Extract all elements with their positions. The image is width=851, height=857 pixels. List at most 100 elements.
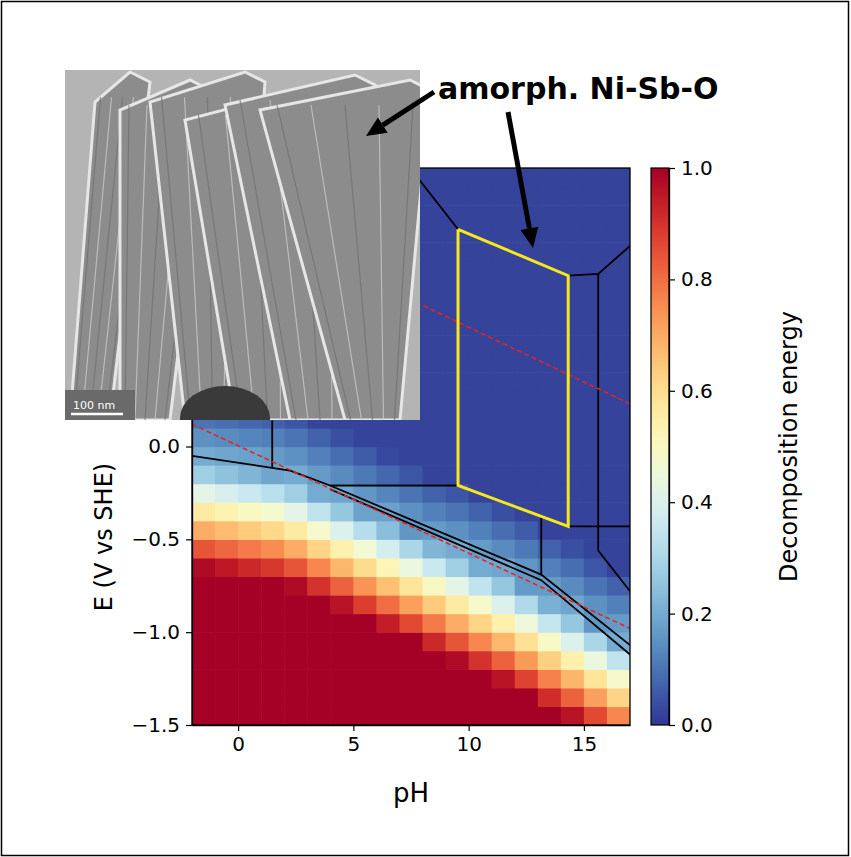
heatmap-cell [192, 632, 216, 651]
heatmap-cell [376, 428, 400, 447]
inset-streak [395, 105, 414, 420]
y-axis-title: E (V vs SHE) [90, 463, 118, 611]
heatmap-cell [399, 465, 423, 484]
heatmap-cell [446, 595, 470, 614]
heatmap-cell [538, 335, 562, 354]
heatmap-cell [607, 317, 630, 336]
heatmap-cell [376, 651, 400, 670]
heatmap-cell [607, 279, 630, 298]
heatmap-cell [469, 187, 493, 206]
heatmap-cell [284, 632, 308, 651]
heatmap-cell [307, 706, 331, 725]
heatmap-cell [561, 317, 585, 336]
heatmap-cell [353, 632, 377, 651]
heatmap-cell [261, 688, 285, 707]
heatmap-cell [399, 669, 423, 688]
heatmap-cell [353, 669, 377, 688]
heatmap-cell [215, 465, 239, 484]
heatmap-cell [492, 521, 516, 540]
inset-streak [162, 97, 191, 420]
heatmap-cell [515, 651, 539, 670]
heatmap-cell [238, 465, 262, 484]
heatmap-cell [238, 576, 262, 595]
heatmap-cell [307, 558, 331, 577]
heatmap-cell [584, 632, 608, 651]
heatmap-cell [307, 669, 331, 688]
boundary-line [540, 515, 542, 574]
heatmap-cell [584, 521, 608, 540]
heatmap-cell [515, 279, 539, 298]
heatmap-cell [330, 706, 354, 725]
heatmap-cell [561, 372, 585, 391]
inset-streak [345, 105, 373, 420]
heatmap-cell [515, 372, 539, 391]
heatmap-cell [423, 354, 447, 373]
heatmap-cell [423, 632, 447, 651]
heatmap-cell [538, 354, 562, 373]
inset-fiber [260, 80, 420, 420]
tick: −1.5 [131, 713, 192, 737]
heatmap-cell [538, 632, 562, 651]
heatmap-cell [561, 558, 585, 577]
heatmap-cell [238, 428, 262, 447]
inset-streak [82, 97, 112, 420]
heatmap-cell [284, 669, 308, 688]
heatmap-cell [515, 632, 539, 651]
heatmap-cell [215, 484, 239, 503]
heatmap-cell [469, 465, 493, 484]
boundary-line [192, 456, 630, 645]
tick: 1.0 [669, 156, 713, 180]
heatmap-cell [307, 484, 331, 503]
heatmap-cell [423, 372, 447, 391]
heatmap-cell [538, 447, 562, 466]
heatmap-cell [215, 502, 239, 521]
heatmap-cell [215, 428, 239, 447]
heatmap-cell [515, 595, 539, 614]
heatmap-cell [215, 595, 239, 614]
heatmap-cell [399, 614, 423, 633]
tick-label: 0.2 [681, 602, 713, 626]
heatmap-cell [284, 688, 308, 707]
boundary-line [271, 421, 273, 467]
heatmap-cell [584, 224, 608, 243]
heatmap-cell [238, 651, 262, 670]
heatmap-cell [607, 298, 630, 317]
boundary-line [597, 274, 599, 551]
heatmap-cell [584, 391, 608, 410]
tick-mark [669, 279, 675, 280]
tick: −0.5 [131, 527, 192, 551]
heatmap-cell [492, 651, 516, 670]
heatmap-cell [261, 706, 285, 725]
heatmap-cell [561, 539, 585, 558]
heatmap-cell [607, 354, 630, 373]
heatmap-cell [261, 558, 285, 577]
heatmap-cell [446, 558, 470, 577]
boundary-line [330, 485, 458, 487]
heatmap-cell [469, 651, 493, 670]
heatmap-cell [469, 261, 493, 280]
heatmap-cell [492, 354, 516, 373]
heatmap-cell [538, 706, 562, 725]
heatmap-cell [238, 484, 262, 503]
heatmap-cell [561, 632, 585, 651]
boundary-line [598, 550, 630, 591]
x-axis: 051015 [193, 725, 631, 756]
heatmap-cell [492, 298, 516, 317]
figure: 051015−1.5−1.0−0.50.0pHE (V vs SHE)100 n… [0, 0, 851, 857]
heatmap-cell [561, 391, 585, 410]
heatmap-cell [515, 317, 539, 336]
heatmap-cell [353, 521, 377, 540]
heatmap-cell [492, 576, 516, 595]
heatmap-cell [492, 391, 516, 410]
annotation: amorph. Ni-Sb-O [438, 71, 718, 106]
heatmap-cell [538, 428, 562, 447]
heatmap-cell [492, 372, 516, 391]
heatmap-cell [423, 205, 447, 224]
heatmap-cell [538, 391, 562, 410]
heatmap-cell [284, 539, 308, 558]
heatmap-cell [538, 614, 562, 633]
heatmap-cell [538, 595, 562, 614]
heatmap-cell [561, 502, 585, 521]
heatmap-cell [330, 539, 354, 558]
heatmap-cell [584, 558, 608, 577]
